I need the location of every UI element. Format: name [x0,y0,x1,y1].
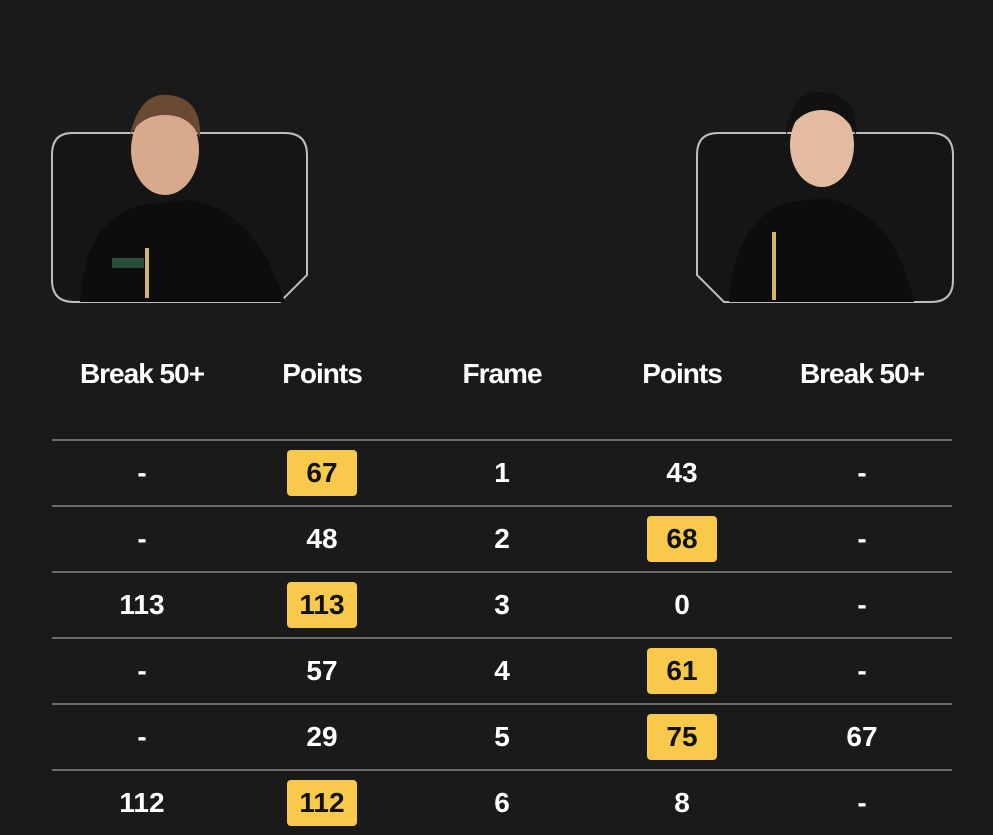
frame-number-cell: 3 [412,589,592,621]
left-points-cell: 48 [232,523,412,555]
right-break-cell: - [772,589,952,621]
left-break-cell: 112 [52,787,232,819]
frame-number-cell: 4 [412,655,592,687]
right-break: - [857,655,867,686]
left-break: - [137,457,147,488]
left-points: 57 [306,655,338,686]
right-break-cell: - [772,655,952,687]
frames-table: -67 1 43- -48 2 68-113 113 3 0- -57 4 61- -29 5 75 67 11… [52,439,952,835]
right-points-cell: 0 [592,589,772,621]
frame-number: 3 [494,589,510,620]
right-points-cell: 68 [592,516,772,562]
left-break-cell: - [52,721,232,753]
frame-number: 6 [494,787,510,818]
right-points-cell: 8 [592,787,772,819]
frame-number: 4 [494,655,510,686]
table-row: - 29 5 75 67 [52,703,952,769]
left-break-cell: - [52,655,232,687]
left-points-cell: 67 [232,450,412,496]
right-points-cell: 75 [592,714,772,760]
frame-number-cell: 5 [412,721,592,753]
header-left-break: Break 50+ [79,358,205,389]
header-left-points: Points [282,358,363,389]
header-frame: Frame [462,358,542,389]
left-break-cell: 113 [52,589,232,621]
right-break-cell: - [772,787,952,819]
winner-points-badge: 75 [647,714,717,760]
frame-number-cell: 6 [412,787,592,819]
right-break-cell: 67 [772,721,952,753]
right-points: 0 [674,589,690,620]
left-points-cell: 57 [232,655,412,687]
winner-points-badge: 61 [647,648,717,694]
left-break: - [137,655,147,686]
right-break: 67 [846,721,878,752]
left-break: 112 [119,787,165,818]
left-break-cell: - [52,457,232,489]
frame-number-cell: 2 [412,523,592,555]
table-header: Break 50+ Points Frame Points Break 50+ [52,358,952,390]
left-points-cell: 29 [232,721,412,753]
right-break-cell: - [772,523,952,555]
table-row: 112 112 6 8 - [52,769,952,835]
left-break: - [137,721,147,752]
frame-number: 5 [494,721,510,752]
right-points-cell: 61 [592,648,772,694]
frame-number: 1 [494,457,510,488]
left-points-cell: 112 [232,780,412,826]
table-row: - 67 1 43 - [52,439,952,505]
right-points: 43 [666,457,698,488]
right-points: 8 [674,787,690,818]
right-player-photo [694,90,954,305]
winner-points-badge: 112 [287,780,357,826]
winner-points-badge: 113 [287,582,357,628]
left-player-photo [50,90,310,305]
table-row: 113 113 3 0 - [52,571,952,637]
right-points-cell: 43 [592,457,772,489]
right-break: - [857,787,867,818]
left-break: - [137,523,147,554]
header-right-points: Points [642,358,723,389]
left-points: 29 [306,721,338,752]
table-row: - 48 2 68 - [52,505,952,571]
left-points: 48 [306,523,338,554]
winner-points-badge: 68 [647,516,717,562]
left-break-cell: - [52,523,232,555]
table-row: - 57 4 61 - [52,637,952,703]
right-break: - [857,589,867,620]
frame-number-cell: 1 [412,457,592,489]
right-break: - [857,457,867,488]
right-break-cell: - [772,457,952,489]
winner-points-badge: 67 [287,450,357,496]
right-break: - [857,523,867,554]
header-right-break: Break 50+ [799,358,925,389]
left-break: 113 [119,589,165,620]
left-points-cell: 113 [232,582,412,628]
frame-number: 2 [494,523,510,554]
